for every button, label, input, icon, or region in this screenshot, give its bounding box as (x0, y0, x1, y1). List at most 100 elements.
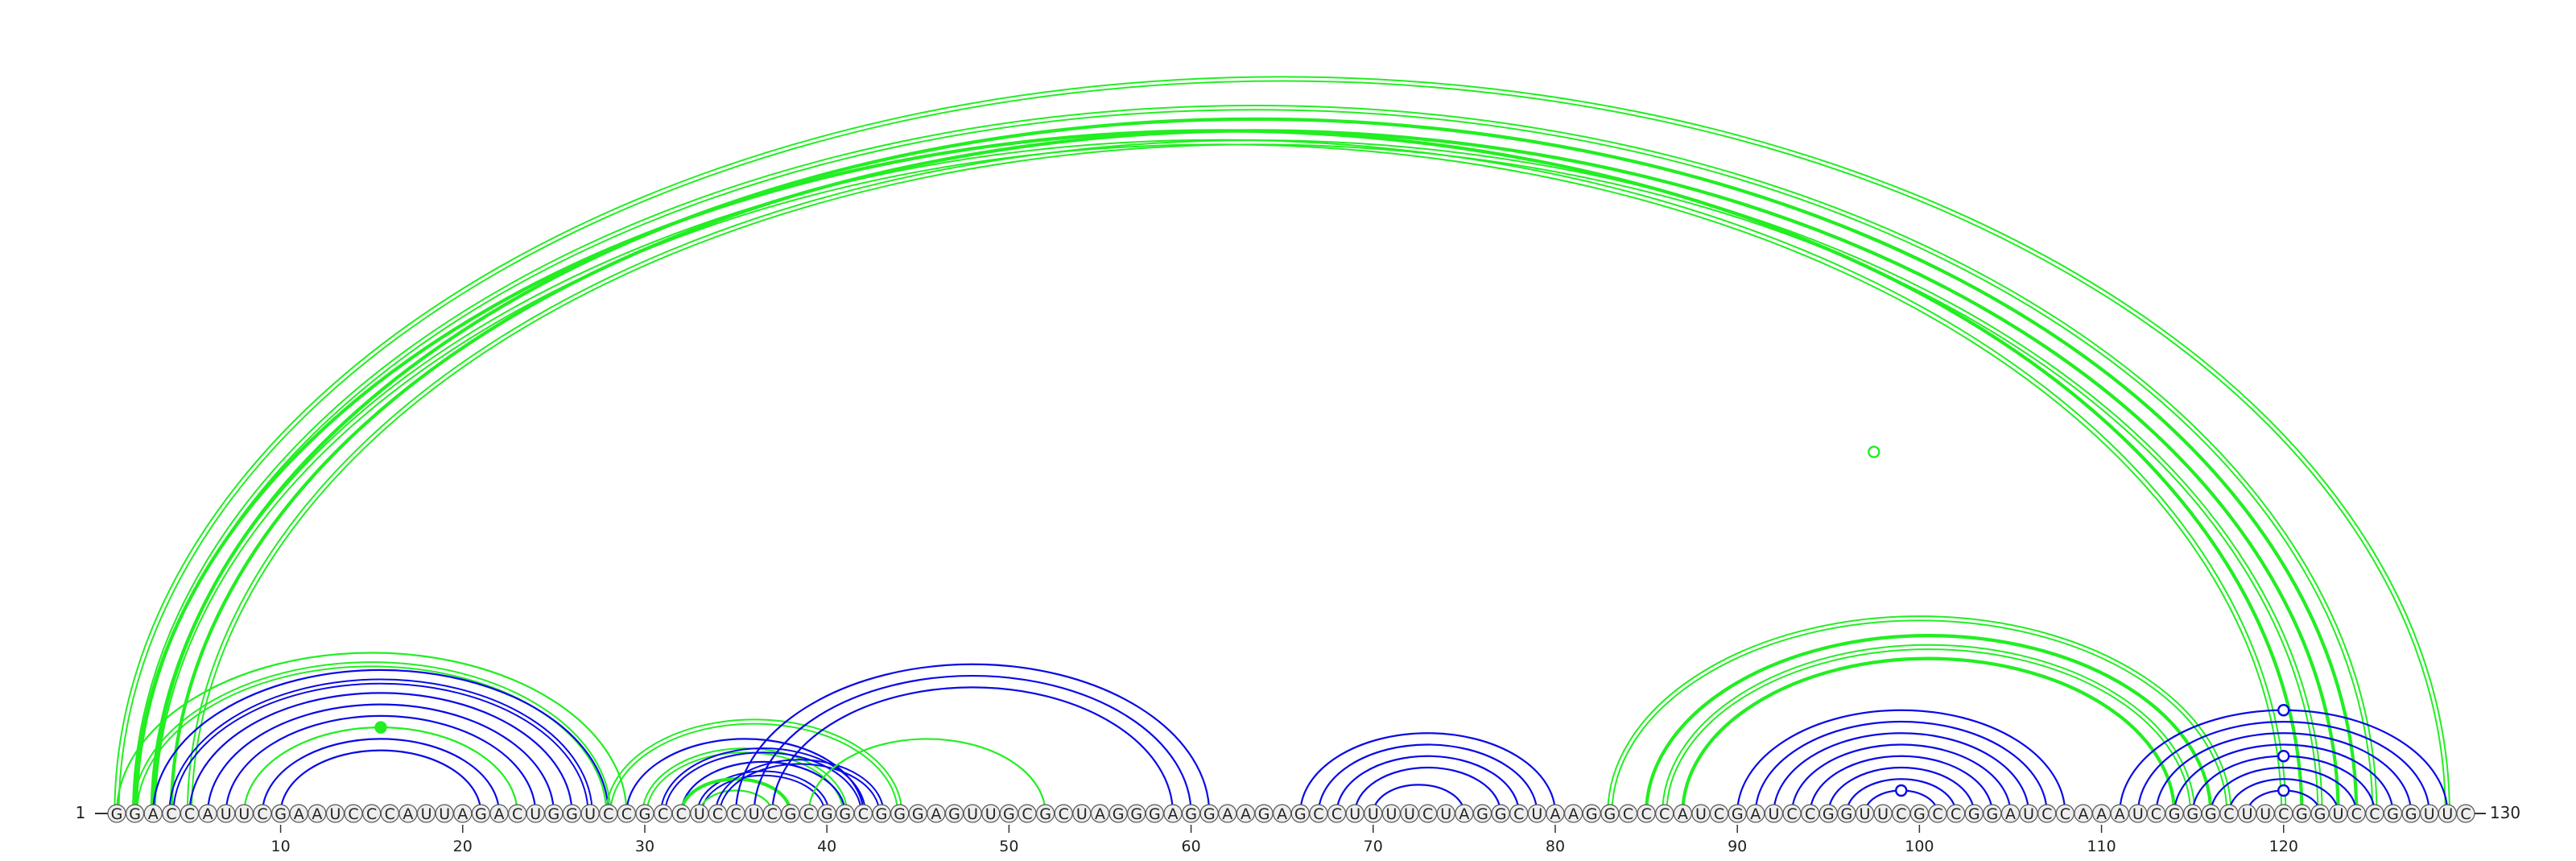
nucleotide: U (1436, 804, 1455, 823)
nucleotide: C (617, 804, 636, 823)
nucleotide-letter: G (821, 805, 833, 823)
base-pair-arc (169, 129, 2340, 814)
nucleotide: U (981, 804, 1001, 823)
nucleotide-letter: G (1149, 805, 1161, 823)
nucleotide-letter: U (2023, 805, 2034, 823)
nucleotide-letter: C (676, 805, 687, 823)
base-pair-arc (1335, 755, 1520, 814)
nucleotide-letter: C (858, 805, 869, 823)
nucleotide: U (2256, 804, 2275, 823)
nucleotide-letter: C (767, 805, 778, 823)
base-pair-arc (714, 759, 885, 814)
nucleotide: G (999, 804, 1018, 823)
arc-marker-dot (1895, 784, 1908, 797)
nucleotide-letter: C (166, 805, 176, 823)
axis-tick: 90 (1728, 825, 1747, 855)
nucleotide: G (890, 804, 910, 823)
axis-tick: 100 (1905, 825, 1934, 855)
nucleotide: C (671, 804, 691, 823)
nucleotide-letter: G (129, 805, 141, 823)
nucleotide-letter: G (2405, 805, 2417, 823)
nucleotide-letter: U (1404, 805, 1415, 823)
nucleotide-letter: A (2115, 805, 2125, 823)
axis-layer: 10 20 30 40 50 60 70 80 90 100 110 120 (270, 825, 2298, 855)
nucleotide: U (526, 804, 545, 823)
nucleotide: C (1946, 804, 1966, 823)
nucleotide-letter: A (1095, 805, 1105, 823)
nucleotide-letter: A (457, 805, 468, 823)
nucleotide: U (234, 804, 254, 823)
base-pair-arc (1317, 743, 1538, 814)
base-pair-arc (207, 703, 555, 814)
nucleotide-letter: A (148, 805, 159, 823)
arcs-layer (114, 76, 2450, 814)
axis-tick-label: 10 (270, 838, 290, 855)
nucleotide: C (1801, 804, 1820, 823)
base-pair-arc (1607, 615, 2232, 814)
axis-tick-label: 50 (999, 838, 1018, 855)
nucleotide-letter: C (603, 805, 613, 823)
base-pair-arc (2155, 732, 2413, 814)
nucleotide: G (1254, 804, 1274, 823)
nucleotide: G (1600, 804, 1620, 823)
base-pair-arc (1809, 755, 1993, 814)
nucleotide: U (963, 804, 982, 823)
nucleotide: U (1381, 804, 1402, 823)
nucleotide-letter: G (1039, 805, 1051, 823)
nucleotide-letter: G (2314, 805, 2326, 823)
axis-tick: 110 (2087, 825, 2116, 855)
nucleotide-letter: C (1659, 805, 1670, 823)
nucleotide-letter: U (2260, 805, 2271, 823)
nucleotide: A (1090, 804, 1110, 823)
nucleotide-letter: U (749, 805, 760, 823)
nucleotide: A (2000, 804, 2021, 823)
nucleotide: G (544, 804, 564, 823)
nucleotide: C (2146, 804, 2166, 823)
nucleotide: G (1983, 804, 2002, 823)
nucleotide: G (2292, 804, 2311, 823)
nucleotide-letter: C (385, 805, 395, 823)
nucleotide: U (1072, 804, 1092, 823)
nucleotide: C (508, 804, 527, 823)
nucleotide: A (1455, 804, 1474, 823)
base-pair-arc (115, 652, 628, 814)
nucleotide: G (2310, 804, 2330, 823)
nucleotide-letter: U (2424, 805, 2435, 823)
nucleotide: C (799, 804, 819, 823)
nucleotide-letter: G (548, 805, 560, 823)
nucleotide-letter: C (2151, 805, 2161, 823)
nucleotide: G (107, 804, 126, 823)
nucleotide-letter: U (421, 805, 432, 823)
nucleotide-letter: U (1440, 805, 1451, 823)
nucleotide-letter: G (1258, 805, 1270, 823)
nucleotide-letter: U (985, 805, 997, 823)
nucleotide-letter: G (839, 805, 851, 823)
base-pair-arc (698, 789, 774, 814)
nucleotide-letter: G (1495, 805, 1507, 823)
nucleotide-letter: C (1896, 805, 1906, 823)
nucleotide: C (2037, 804, 2057, 823)
nucleotide-letter: G (1130, 805, 1142, 823)
base-pair-arc (1736, 709, 2066, 814)
nucleotide: U (2128, 804, 2148, 823)
nucleotide: A (1218, 804, 1237, 823)
nucleotide-letter: G (2205, 805, 2217, 823)
nucleotide-letter: C (621, 805, 632, 823)
nucleotide-letter: C (1022, 805, 1032, 823)
arc-marker-dot (374, 721, 387, 734)
nucleotide: A (927, 804, 946, 823)
base-pair-arc (151, 117, 2359, 814)
nucleotide-letter: U (1860, 805, 1871, 823)
base-pair-arc (168, 678, 593, 814)
axis-tick: 70 (1364, 825, 1383, 855)
nucleotide-letter: U (1368, 805, 1379, 823)
axis-tick-label: 30 (635, 838, 654, 855)
nucleotide: G (1818, 804, 1838, 823)
nucleotide: U (217, 804, 236, 823)
base-pair-arc (1754, 720, 2048, 814)
nucleotide: A (2074, 804, 2093, 823)
nucleotide: G (781, 804, 800, 823)
nucleotide: C (162, 804, 181, 823)
nucleotide-letter: C (1951, 805, 1961, 823)
